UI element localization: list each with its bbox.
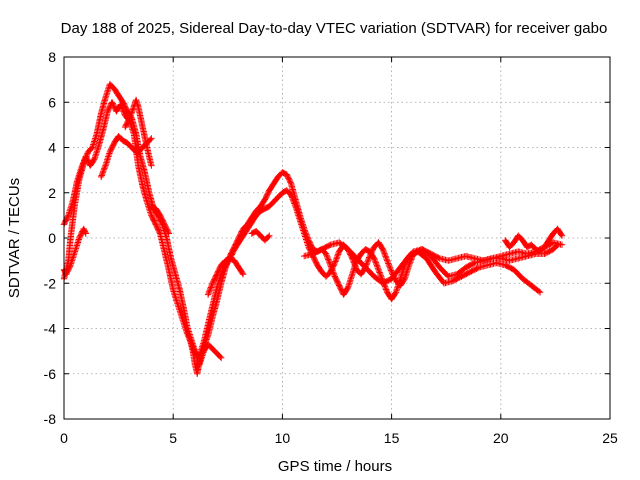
data-series-track-3 <box>60 225 89 278</box>
data-markers <box>183 320 225 368</box>
y-tick-label: 0 <box>48 230 56 246</box>
y-tick-label: 4 <box>48 140 56 156</box>
y-axis-label: SDTVAR / TECUs <box>6 178 23 298</box>
x-tick-label: 5 <box>169 430 177 446</box>
data-markers <box>60 225 89 278</box>
y-tick-label: 2 <box>48 185 56 201</box>
data-markers <box>204 255 247 298</box>
data-series <box>60 80 566 377</box>
data-markers <box>248 228 273 244</box>
grid-lines <box>64 57 610 419</box>
data-series-track-1 <box>60 80 561 377</box>
data-markers <box>148 203 172 237</box>
chart-title: Day 188 of 2025, Sidereal Day-to-day VTE… <box>61 20 608 37</box>
x-tick-label: 20 <box>493 430 509 446</box>
data-markers <box>301 239 544 296</box>
data-series-track-5 <box>122 96 155 169</box>
x-axis-label: GPS time / hours <box>278 458 392 475</box>
y-tick-label: -2 <box>44 275 57 291</box>
x-tick-label: 0 <box>60 430 68 446</box>
data-markers <box>122 96 155 169</box>
data-series-track-6 <box>148 203 172 237</box>
axis-ticks: 0 5 10 15 20 25 -8 -6 -4 -2 0 2 4 6 8 <box>44 49 618 446</box>
data-markers <box>60 80 561 377</box>
y-tick-label: -4 <box>44 321 57 337</box>
x-tick-label: 15 <box>384 430 400 446</box>
x-tick-label: 25 <box>602 430 618 446</box>
data-series-track-8 <box>204 255 247 298</box>
data-series-track-9 <box>248 228 273 244</box>
data-series-track-10 <box>301 239 544 296</box>
data-series-track-4 <box>97 133 155 181</box>
data-series-track-11 <box>502 225 566 255</box>
data-markers <box>97 133 155 181</box>
x-tick-label: 10 <box>275 430 291 446</box>
y-tick-label: 8 <box>48 49 56 65</box>
data-series-track-7 <box>183 320 225 368</box>
data-markers <box>502 225 566 255</box>
y-tick-label: 6 <box>48 94 56 110</box>
y-tick-label: -8 <box>44 411 57 427</box>
y-tick-label: -6 <box>44 366 57 382</box>
